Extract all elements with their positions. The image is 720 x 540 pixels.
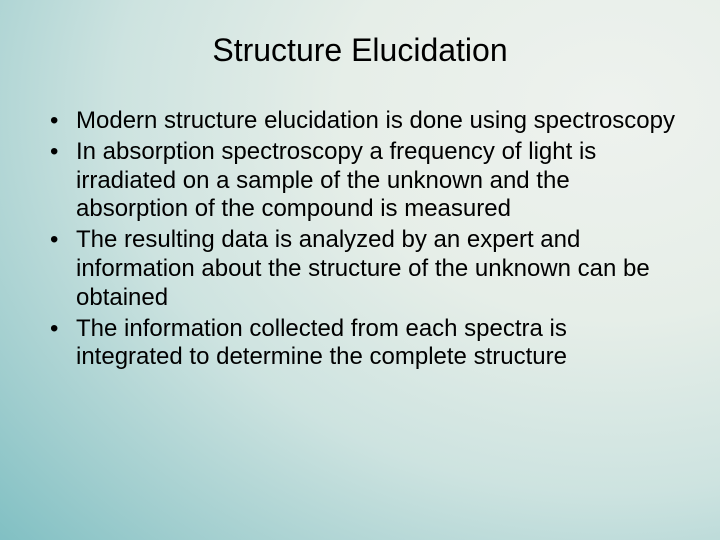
slide-container: Structure Elucidation Modern structure e… <box>0 0 720 540</box>
list-item: The information collected from each spec… <box>48 315 678 373</box>
slide-title: Structure Elucidation <box>38 32 682 69</box>
list-item: Modern structure elucidation is done usi… <box>48 107 678 136</box>
list-item: In absorption spectroscopy a frequency o… <box>48 138 678 224</box>
list-item: The resulting data is analyzed by an exp… <box>48 226 678 312</box>
bullet-list: Modern structure elucidation is done usi… <box>38 107 682 372</box>
